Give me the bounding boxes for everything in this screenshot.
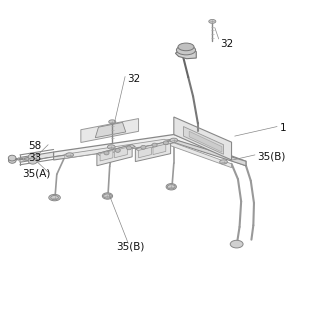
Text: 58: 58 — [28, 141, 41, 151]
Ellipse shape — [230, 240, 243, 248]
Text: 33: 33 — [28, 153, 41, 164]
Polygon shape — [100, 150, 113, 161]
Ellipse shape — [8, 157, 16, 163]
Polygon shape — [81, 119, 138, 142]
Polygon shape — [135, 141, 171, 162]
Ellipse shape — [167, 185, 175, 189]
Polygon shape — [153, 144, 166, 155]
Text: 35(B): 35(B) — [257, 152, 286, 162]
Polygon shape — [174, 117, 232, 160]
Ellipse shape — [28, 154, 37, 160]
Ellipse shape — [170, 138, 178, 142]
Polygon shape — [174, 139, 246, 166]
Ellipse shape — [163, 141, 168, 145]
Polygon shape — [97, 145, 135, 156]
Ellipse shape — [51, 196, 58, 200]
Ellipse shape — [28, 158, 37, 164]
Text: 32: 32 — [127, 74, 141, 84]
Ellipse shape — [166, 184, 176, 190]
Ellipse shape — [104, 194, 111, 198]
Ellipse shape — [66, 153, 73, 157]
Ellipse shape — [141, 145, 146, 149]
Ellipse shape — [115, 148, 120, 152]
Text: 32: 32 — [220, 39, 233, 49]
Polygon shape — [115, 147, 127, 158]
Polygon shape — [138, 147, 151, 158]
Ellipse shape — [220, 160, 227, 164]
Ellipse shape — [49, 195, 60, 201]
Polygon shape — [135, 141, 174, 151]
Text: 35(A): 35(A) — [23, 168, 51, 178]
Polygon shape — [97, 145, 132, 166]
Polygon shape — [95, 123, 126, 138]
Ellipse shape — [104, 151, 109, 155]
Polygon shape — [53, 134, 246, 166]
Text: 1: 1 — [279, 123, 286, 133]
Ellipse shape — [108, 145, 115, 149]
Polygon shape — [65, 139, 232, 168]
Ellipse shape — [109, 120, 116, 124]
Ellipse shape — [176, 45, 196, 55]
Polygon shape — [20, 152, 53, 162]
Ellipse shape — [126, 146, 131, 150]
Polygon shape — [53, 139, 174, 160]
Ellipse shape — [102, 193, 113, 199]
Ellipse shape — [152, 143, 157, 147]
Polygon shape — [175, 47, 196, 59]
Polygon shape — [184, 126, 223, 154]
Polygon shape — [189, 131, 222, 152]
Ellipse shape — [178, 43, 194, 51]
Ellipse shape — [209, 20, 216, 23]
Text: 35(B): 35(B) — [116, 242, 145, 252]
Ellipse shape — [8, 155, 16, 161]
